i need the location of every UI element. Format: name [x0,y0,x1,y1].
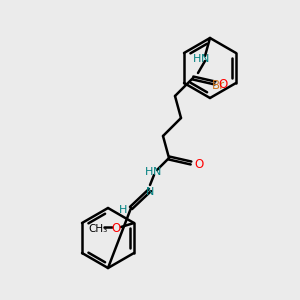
Text: H: H [119,205,127,215]
Text: O: O [111,223,121,236]
Text: N: N [146,187,154,197]
Text: O: O [194,158,203,172]
Text: H: H [193,54,201,64]
Text: O: O [218,79,227,92]
Text: H: H [145,167,153,177]
Text: N: N [153,167,161,177]
Text: N: N [201,54,209,64]
Text: CH₃: CH₃ [88,224,108,234]
Text: Br: Br [212,79,225,92]
